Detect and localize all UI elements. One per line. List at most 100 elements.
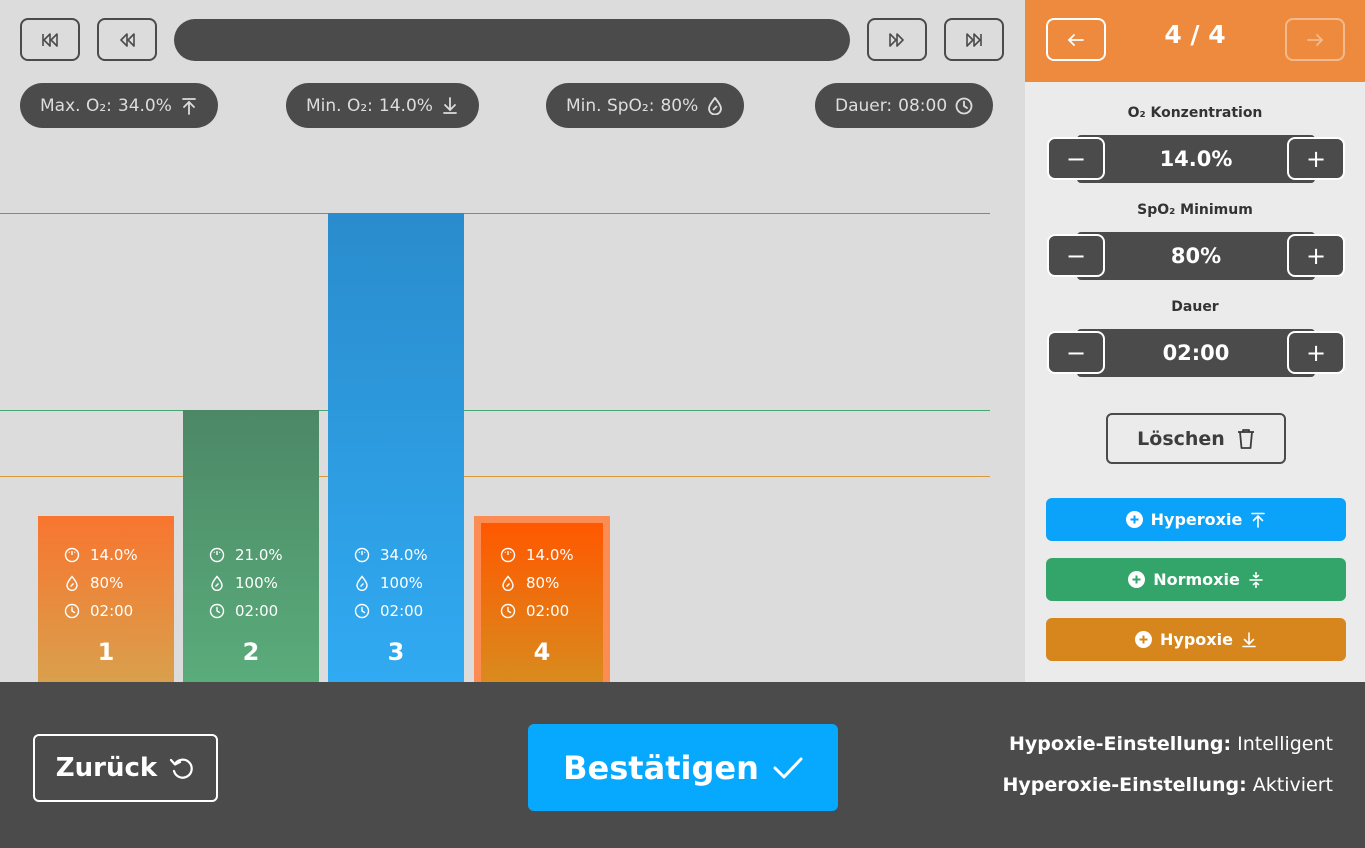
segment-details: 14.0% 80% 02:00 bbox=[64, 541, 138, 625]
progress-bar[interactable] bbox=[174, 19, 850, 61]
segment-bar-3[interactable]: 34.0% 100% 02:00 3 bbox=[328, 213, 464, 682]
panel-header: 4 / 4 bbox=[1025, 0, 1365, 82]
clock-icon bbox=[955, 97, 973, 114]
fast-forward-icon bbox=[889, 32, 904, 47]
skip-forward-icon bbox=[966, 32, 982, 47]
plus-circle-icon bbox=[1125, 511, 1143, 528]
chart-area: Max. O₂: 34.0% Min. O₂: 14.0% Min. SpO₂:… bbox=[0, 18, 1004, 682]
segment-editor-panel: 4 / 4 O₂ Konzentration 14.0% − + SpO₂ Mi… bbox=[1025, 0, 1365, 682]
segment-duration-value: 02:00 bbox=[90, 602, 134, 620]
clock-icon bbox=[209, 603, 225, 619]
drop-icon bbox=[502, 575, 514, 591]
spo2-minimum-value: 80% bbox=[1077, 232, 1315, 280]
segment-spo2-value: 80% bbox=[90, 574, 124, 592]
arrow-down-to-line-icon bbox=[443, 96, 457, 114]
spo2-increase-button[interactable]: + bbox=[1287, 234, 1345, 277]
skip-to-start-button[interactable] bbox=[20, 18, 80, 61]
undo-icon bbox=[170, 758, 193, 779]
o2-concentration-value: 14.0% bbox=[1077, 135, 1315, 183]
stat-max-o2: Max. O₂: 34.0% bbox=[20, 83, 218, 128]
segment-duration-value: 02:00 bbox=[526, 602, 570, 620]
add-normoxie-label: Normoxie bbox=[1153, 570, 1240, 589]
add-hyperoxie-button[interactable]: Hyperoxie bbox=[1046, 498, 1346, 541]
previous-segment-button[interactable] bbox=[1046, 18, 1106, 61]
stat-max-o2-value: 34.0% bbox=[117, 95, 172, 116]
segment-duration-value: 02:00 bbox=[235, 602, 279, 620]
stat-duration: Dauer: 08:00 bbox=[815, 83, 994, 128]
hyperoxie-setting: Hyperoxie-Einstellung: Aktiviert bbox=[1002, 774, 1333, 796]
rewind-icon bbox=[120, 32, 135, 47]
duration-label: Dauer bbox=[1171, 299, 1219, 315]
segment-bar-1[interactable]: 14.0% 80% 02:00 1 bbox=[38, 516, 174, 682]
segment-details: 34.0% 100% 02:00 bbox=[354, 541, 428, 625]
duration-increase-button[interactable]: + bbox=[1287, 331, 1345, 374]
clock-icon bbox=[64, 603, 80, 619]
segment-spo2-value: 80% bbox=[526, 574, 560, 592]
drop-icon bbox=[356, 575, 368, 591]
reference-line-normoxie bbox=[0, 410, 990, 411]
plus-circle-icon bbox=[1128, 571, 1146, 588]
o2-concentration-label: O₂ Konzentration bbox=[1127, 105, 1263, 121]
footer-bar: Zurück Bestätigen Hypoxie-Einstellung: I… bbox=[0, 682, 1365, 848]
segment-o2-value: 14.0% bbox=[90, 546, 138, 564]
clock-icon bbox=[500, 603, 516, 619]
o2-gauge-icon bbox=[500, 547, 516, 563]
skip-to-end-button[interactable] bbox=[944, 18, 1004, 61]
segment-o2-value: 21.0% bbox=[235, 546, 283, 564]
arrow-up-to-line-icon bbox=[182, 97, 196, 115]
arrow-up-to-line-icon bbox=[1251, 512, 1266, 528]
arrow-down-to-line-icon bbox=[1242, 631, 1256, 647]
add-hyperoxie-label: Hyperoxie bbox=[1150, 510, 1243, 529]
stat-min-spo2-value: 80% bbox=[660, 95, 699, 116]
spo2-decrease-button[interactable]: − bbox=[1047, 234, 1105, 277]
segment-number: 3 bbox=[387, 638, 405, 666]
segment-details: 21.0% 100% 02:00 bbox=[209, 541, 283, 625]
segment-number: 1 bbox=[97, 638, 115, 666]
confirm-button[interactable]: Bestätigen bbox=[528, 724, 838, 811]
segment-spo2-value: 100% bbox=[380, 574, 423, 592]
next-segment-button[interactable] bbox=[1285, 18, 1345, 61]
o2-increase-button[interactable]: + bbox=[1287, 137, 1345, 180]
stat-max-o2-label: Max. O₂: bbox=[40, 95, 112, 116]
clock-icon bbox=[354, 603, 370, 619]
stat-min-spo2: Min. SpO₂: 80% bbox=[546, 83, 745, 128]
duration-stepper: 02:00 − + bbox=[1047, 329, 1345, 377]
segment-o2-value: 34.0% bbox=[380, 546, 428, 564]
fast-forward-button[interactable] bbox=[867, 18, 927, 61]
rewind-button[interactable] bbox=[97, 18, 157, 61]
o2-decrease-button[interactable]: − bbox=[1047, 137, 1105, 180]
segment-bar-4[interactable]: 14.0% 80% 02:00 4 bbox=[474, 516, 610, 682]
stat-duration-value: 08:00 bbox=[898, 95, 948, 116]
back-button[interactable]: Zurück bbox=[33, 734, 218, 802]
hypoxie-setting-value: Intelligent bbox=[1237, 733, 1333, 755]
o2-gauge-icon bbox=[64, 547, 80, 563]
segment-spo2-value: 100% bbox=[235, 574, 278, 592]
segment-bar-2[interactable]: 21.0% 100% 02:00 2 bbox=[183, 410, 319, 682]
arrow-left-icon bbox=[1067, 33, 1084, 46]
hypoxie-setting-label: Hypoxie-Einstellung: bbox=[1009, 733, 1232, 755]
segment-number: 2 bbox=[242, 638, 260, 666]
duration-decrease-button[interactable]: − bbox=[1047, 331, 1105, 374]
reference-line-hypoxie bbox=[0, 476, 990, 477]
add-normoxie-button[interactable]: Normoxie bbox=[1046, 558, 1346, 601]
arrow-right-icon bbox=[1307, 33, 1324, 46]
add-hypoxie-button[interactable]: Hypoxie bbox=[1046, 618, 1346, 661]
hypoxie-setting: Hypoxie-Einstellung: Intelligent bbox=[1009, 733, 1333, 755]
stat-min-o2-value: 14.0% bbox=[378, 95, 433, 116]
segment-o2-value: 14.0% bbox=[526, 546, 574, 564]
o2-gauge-icon bbox=[209, 547, 225, 563]
spo2-minimum-stepper: 80% − + bbox=[1047, 232, 1345, 280]
drop-icon bbox=[66, 575, 78, 591]
delete-label: Löschen bbox=[1137, 427, 1225, 450]
reference-line-hyperoxie bbox=[0, 213, 990, 214]
stat-min-o2: Min. O₂: 14.0% bbox=[286, 83, 479, 128]
o2-concentration-stepper: 14.0% − + bbox=[1047, 135, 1345, 183]
spo2-minimum-label: SpO₂ Minimum bbox=[1137, 202, 1253, 218]
duration-value: 02:00 bbox=[1077, 329, 1315, 377]
delete-segment-button[interactable]: Löschen bbox=[1106, 413, 1286, 464]
segment-duration-value: 02:00 bbox=[380, 602, 424, 620]
drop-icon bbox=[211, 575, 223, 591]
skip-back-icon bbox=[42, 32, 58, 47]
stat-min-spo2-label: Min. SpO₂: bbox=[566, 95, 655, 116]
o2-gauge-icon bbox=[354, 547, 370, 563]
